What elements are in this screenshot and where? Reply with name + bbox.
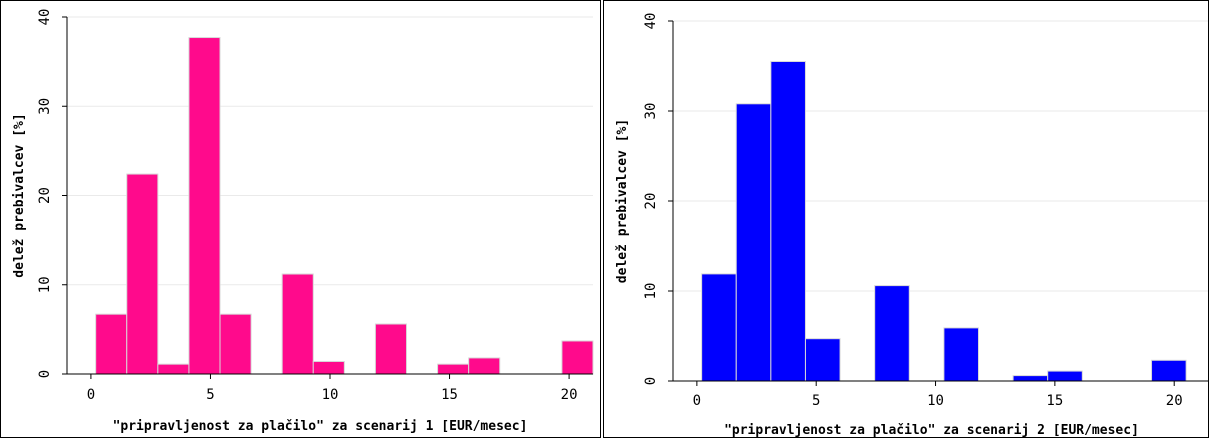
chart2-bar-1: [701, 273, 737, 382]
chart1-x-tick-label-5: 5: [206, 387, 214, 403]
chart-panel-scenario-2: 0 10 20 30 40 0 5 10 15 20 "pripravljenost za plač…: [603, 0, 1209, 438]
histogram-scenario-2: 0 10 20 30 40 0 5 10 15 20 "pripravljenost za plač…: [615, 13, 1208, 438]
chart1-bar-10: [468, 357, 501, 375]
chart1-bar-11: [561, 340, 594, 375]
chart2-x-tick-label-10: 10: [927, 393, 944, 409]
chart2-x-tick-label-0: 0: [693, 393, 701, 409]
chart2-x-axis-title: "pripravljenost za plačilo" za scenarij …: [724, 423, 1139, 438]
chart2-y-tick-label-30: 30: [643, 103, 659, 120]
chart1-bar-4: [188, 37, 221, 375]
chart1-bar-9: [437, 363, 470, 375]
chart1-y-tick-label-30: 30: [37, 98, 53, 115]
chart2-bar-6: [943, 327, 979, 382]
chart1-bar-5: [219, 313, 252, 375]
chart2-bar-9: [1151, 359, 1187, 382]
chart1-x-tick-label-10: 10: [322, 387, 339, 403]
chart2-x-tick-label-15: 15: [1046, 393, 1063, 409]
chart1-y-tick-label-20: 20: [37, 187, 53, 204]
chart2-y-tick-label-10: 10: [643, 283, 659, 300]
chart2-y-axis-title: delež prebivalcev [%]: [615, 119, 630, 283]
chart2-bar-8: [1047, 370, 1083, 382]
chart1-x-tick-label-20: 20: [561, 387, 578, 403]
chart1-bar-2: [126, 173, 159, 375]
chart2-y-tick-label-0: 0: [643, 377, 659, 385]
chart1-y-axis-title: delež prebivalcev [%]: [12, 113, 27, 277]
chart2-y-tick-label-40: 40: [643, 13, 659, 30]
chart1-bar-6: [281, 273, 314, 375]
chart1-bar-7: [312, 361, 345, 375]
chart1-y-tick-label-40: 40: [37, 9, 53, 26]
chart2-x-tick-label-5: 5: [812, 393, 820, 409]
chart2-bar-4: [804, 338, 841, 382]
chart1-y-tick-label-0: 0: [37, 370, 53, 378]
chart-panel-scenario-1: 0 10 20 30 40 0 5 10 15 20 "pripravljenost za plač…: [0, 0, 601, 438]
chart1-x-tick-label-15: 15: [441, 387, 458, 403]
chart2-bar-7: [1012, 375, 1049, 382]
chart1-y-tick-label-10: 10: [37, 276, 53, 293]
chart1-x-tick-label-0: 0: [87, 387, 95, 403]
chart1-bar-1: [95, 313, 128, 375]
chart1-bar-8: [374, 323, 408, 375]
chart2-bar-3: [770, 61, 806, 382]
chart2-y-tick-label-20: 20: [643, 193, 659, 210]
chart2-x-tick-label-20: 20: [1166, 393, 1183, 409]
chart2-bar-5: [874, 285, 910, 382]
histogram-scenario-1: 0 10 20 30 40 0 5 10 15 20 "pripravljenost za plač…: [12, 9, 594, 434]
chart2-bar-2: [735, 103, 772, 382]
chart1-x-axis-title: "pripravljenost za plačilo" za scenarij …: [113, 419, 528, 434]
chart1-bar-3: [157, 363, 190, 375]
